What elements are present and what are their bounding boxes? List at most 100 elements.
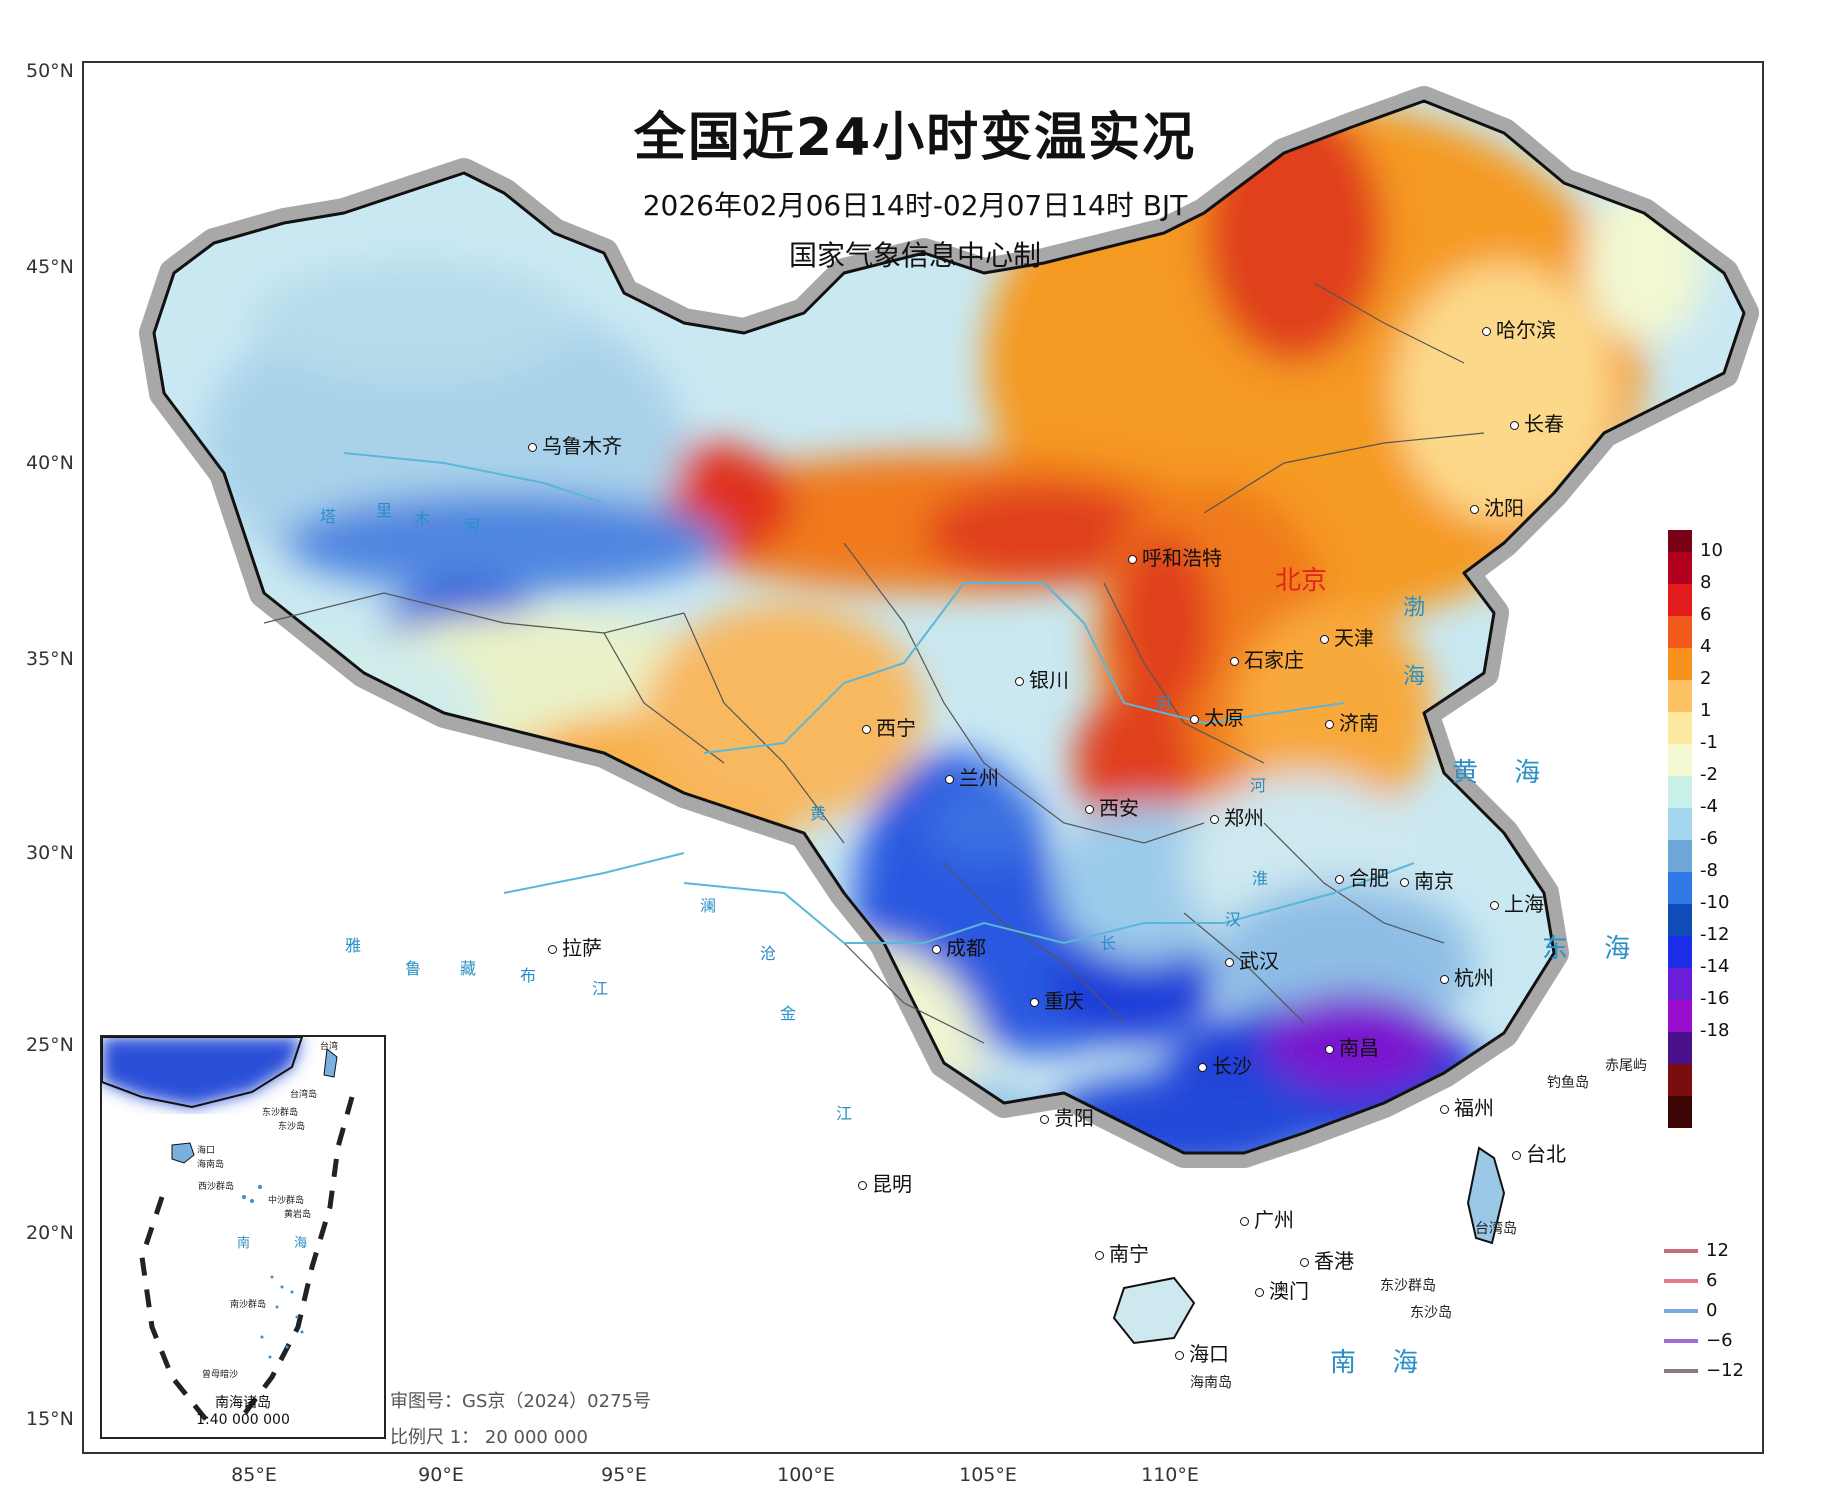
approval-number: 审图号：GS京（2024）0275号 xyxy=(390,1391,651,1412)
river-char: 金 xyxy=(780,1004,797,1023)
legend-tick-label: -14 xyxy=(1700,956,1730,977)
line-legend-label: 12 xyxy=(1706,1240,1729,1261)
island-taiwan: 台湾岛 xyxy=(1475,1221,1517,1237)
city-jinan: 济南 xyxy=(1325,707,1379,736)
inset-map xyxy=(102,1037,355,1429)
line-legend-label: 6 xyxy=(1706,1270,1718,1291)
legend-tick-label: 4 xyxy=(1700,636,1712,657)
lon-label-90: 90°E xyxy=(418,1464,464,1486)
temperature-change-map xyxy=(139,86,1759,1345)
legend-tick-label: -1 xyxy=(1700,732,1718,753)
taiwan-island xyxy=(1466,1146,1506,1245)
inset-label-nansha: 南沙群岛 xyxy=(230,1300,267,1310)
river-char: 江 xyxy=(836,1104,853,1123)
legend-tick-label: 1 xyxy=(1700,700,1712,721)
sea-bohai: 渤 海 xyxy=(1399,595,1424,706)
city-fuzhou: 福州 xyxy=(1440,1092,1494,1121)
legend-tick-label: 6 xyxy=(1700,604,1712,625)
lat-label-25: 25°N xyxy=(26,1034,74,1056)
city-xian: 西安 xyxy=(1085,792,1139,821)
city-tianjin: 天津 xyxy=(1320,622,1374,651)
river-char: 澜 xyxy=(700,896,717,915)
lat-label-50: 50°N xyxy=(26,60,74,82)
city-harbin: 哈尔滨 xyxy=(1482,314,1556,343)
lat-label-45: 45°N xyxy=(26,256,74,278)
sea-huanghai: 黄 海 xyxy=(1452,758,1555,788)
river-char: 里 xyxy=(376,501,393,520)
city-shijiazhuang: 石家庄 xyxy=(1230,644,1304,673)
legend-swatch xyxy=(1668,1032,1692,1064)
rivers xyxy=(343,452,1415,945)
city-shenyang: 沈阳 xyxy=(1470,492,1524,521)
map-subtitle: 2026年02月06日14时-02月07日14时 BJT xyxy=(642,189,1188,222)
sea-nanhai: 南 海 xyxy=(1330,1348,1433,1378)
inset-sea-label: 南 海 xyxy=(237,1236,328,1251)
lat-label-20: 20°N xyxy=(26,1222,74,1244)
legend-swatch xyxy=(1668,648,1692,680)
line-legend-label: −6 xyxy=(1706,1330,1733,1351)
river-char: 汉 xyxy=(1225,910,1242,929)
city-shanghai: 上海 xyxy=(1490,888,1544,917)
legend-tick-label: 8 xyxy=(1700,572,1712,593)
river-char: 长 xyxy=(1100,934,1117,953)
river-char: 鲁 xyxy=(405,959,422,978)
line-legend-swatch xyxy=(1664,1309,1698,1313)
city-hohhot: 呼和浩特 xyxy=(1128,542,1222,571)
legend-swatch xyxy=(1668,776,1692,808)
island-dongsha-qundao: 东沙群岛 xyxy=(1380,1278,1436,1294)
legend-tick-label: 10 xyxy=(1700,540,1723,561)
city-taipei: 台北 xyxy=(1512,1138,1566,1167)
city-nanjing: 南京 xyxy=(1400,865,1454,894)
legend-swatch xyxy=(1668,968,1692,1000)
river-char: 沧 xyxy=(760,944,777,963)
country-border xyxy=(152,99,1746,1155)
title-block: 全国近24小时变温实况 2026年02月06日14时-02月07日14时 BJT… xyxy=(540,95,1290,274)
legend-swatch xyxy=(1668,680,1692,712)
city-nanning: 南宁 xyxy=(1095,1238,1149,1267)
lon-label-105: 105°E xyxy=(959,1464,1017,1486)
inset-label-zhongsha: 中沙群岛 xyxy=(268,1196,305,1206)
legend-swatch xyxy=(1668,616,1692,648)
river-char: 布 xyxy=(520,966,537,985)
city-zhengzhou: 郑州 xyxy=(1210,802,1264,831)
city-wuhan: 武汉 xyxy=(1225,945,1279,974)
inset-label-hainan: 海南岛 xyxy=(197,1160,225,1170)
line-legend-item: 12 xyxy=(1664,1240,1729,1261)
legend-swatch xyxy=(1668,584,1692,616)
map-frame xyxy=(82,61,1764,1454)
legend-swatch xyxy=(1668,840,1692,872)
island-hainan: 海南岛 xyxy=(1190,1375,1232,1391)
province-borders xyxy=(263,282,1485,1044)
river-char: 江 xyxy=(592,979,609,998)
legend-swatch xyxy=(1668,552,1692,584)
south-china-sea-inset: 台湾 台湾岛 东沙群岛 东沙岛 海口 海南岛 西沙群岛 中沙群岛 黄岩岛 南 海… xyxy=(100,1035,386,1439)
lon-label-100: 100°E xyxy=(777,1464,835,1486)
legend-swatch xyxy=(1668,530,1692,552)
line-legend-item: 0 xyxy=(1664,1300,1717,1321)
city-lanzhou: 兰州 xyxy=(945,762,999,791)
legend-tick-label: -10 xyxy=(1700,892,1730,913)
line-legend-label: −12 xyxy=(1706,1360,1744,1381)
legend-tick-label: -4 xyxy=(1700,796,1718,817)
sea-donghai: 东 海 xyxy=(1542,934,1645,964)
city-kunming: 昆明 xyxy=(858,1168,912,1197)
river-char: 黄 xyxy=(810,804,827,823)
line-legend-label: 0 xyxy=(1706,1300,1718,1321)
legend-tick-label: -16 xyxy=(1700,988,1730,1009)
line-legend-swatch xyxy=(1664,1339,1698,1343)
map-scale: 比例尺 1： 20 000 000 xyxy=(390,1427,588,1448)
legend-tick-label: -6 xyxy=(1700,828,1718,849)
legend-swatch xyxy=(1668,1064,1692,1096)
river-char: 淮 xyxy=(1252,869,1269,888)
inset-label-zengmu: 曾母暗沙 xyxy=(202,1370,239,1380)
line-legend-swatch xyxy=(1664,1249,1698,1253)
legend-swatch xyxy=(1668,808,1692,840)
river-char: 雅 xyxy=(345,936,362,955)
city-lhasa: 拉萨 xyxy=(548,932,602,961)
inset-label-dongsha: 东沙岛 xyxy=(278,1122,306,1132)
legend-swatch xyxy=(1668,712,1692,744)
river-char: 河 xyxy=(464,516,481,535)
legend-swatch xyxy=(1668,872,1692,904)
lat-label-15: 15°N xyxy=(26,1408,74,1430)
city-urumqi: 乌鲁木齐 xyxy=(528,430,622,459)
